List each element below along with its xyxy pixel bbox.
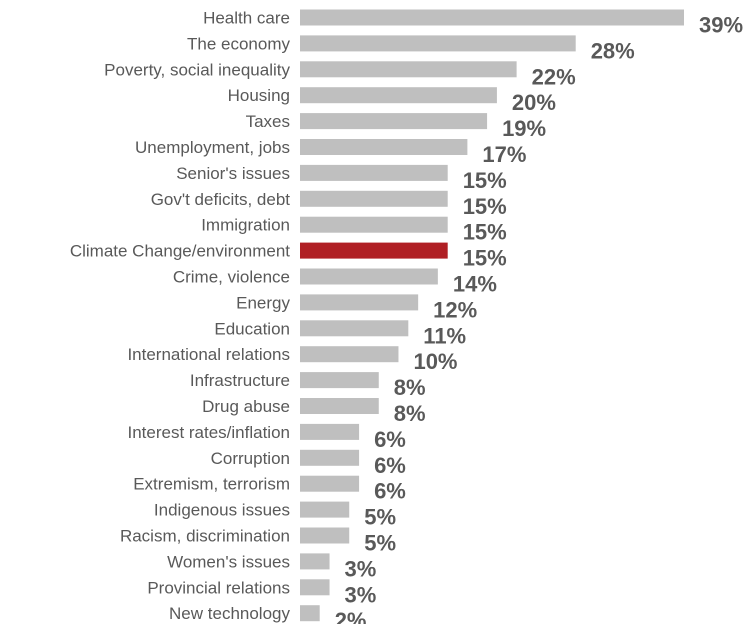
category-label: Extremism, terrorism (133, 475, 290, 494)
category-label: Housing (228, 86, 290, 105)
category-label: Unemployment, jobs (135, 138, 290, 157)
bar-5 (300, 139, 468, 155)
bar-3 (300, 87, 497, 104)
bar-0 (300, 9, 684, 26)
value-label: 3% (345, 556, 377, 581)
value-label: 39% (699, 13, 743, 38)
category-label: Gov't deficits, debt (151, 190, 291, 209)
value-label: 15% (463, 246, 507, 271)
value-label: 8% (394, 375, 426, 400)
bar-2 (300, 61, 517, 78)
value-label: 10% (413, 349, 457, 374)
value-label: 28% (591, 38, 635, 63)
value-label: 6% (374, 479, 406, 504)
value-label: 11% (423, 323, 466, 348)
value-label: 3% (345, 582, 377, 607)
category-label: Drug abuse (202, 397, 290, 416)
category-label: Energy (236, 293, 290, 312)
bar-12 (300, 320, 409, 337)
category-label: Racism, discrimination (120, 527, 290, 546)
value-label: 6% (374, 453, 406, 478)
value-label: 8% (394, 401, 426, 426)
category-label: Infrastructure (190, 371, 290, 390)
bar-16 (300, 423, 360, 440)
category-labels: Health care The economy Poverty, social in… (70, 9, 291, 624)
bar-9 (300, 242, 448, 259)
category-label: Crime, violence (173, 268, 290, 287)
value-label: 6% (374, 427, 406, 452)
category-label: Interest rates/inflation (127, 423, 290, 442)
value-label: 5% (364, 505, 396, 530)
value-label: 19% (502, 116, 546, 141)
bar-14 (300, 372, 379, 389)
bar-20 (300, 527, 350, 544)
bar-23 (300, 605, 320, 622)
bar-19 (300, 501, 350, 518)
value-label: 17% (482, 142, 526, 167)
value-label: 15% (463, 220, 507, 245)
bar-15 (300, 398, 379, 414)
bar-11 (300, 294, 419, 311)
bar-4 (300, 113, 488, 130)
bars-layer (300, 9, 684, 622)
value-label: 2% (335, 608, 367, 624)
category-label: International relations (127, 345, 290, 364)
bar-22 (300, 579, 330, 596)
category-label: Poverty, social inequality (104, 60, 290, 79)
category-label: The economy (187, 34, 290, 53)
bar-21 (300, 553, 330, 570)
value-label: 5% (364, 531, 396, 556)
category-label: Women's issues (167, 552, 290, 571)
category-label: Taxes (246, 112, 290, 131)
bar-8 (300, 216, 448, 233)
value-labels: 39%28%22%20%19%17%15%15%15%15%14%12%11%1… (335, 13, 743, 624)
category-label: Senior's issues (176, 164, 290, 183)
category-label: Corruption (211, 449, 290, 468)
category-label: New technology (169, 604, 290, 623)
category-label: Education (214, 319, 290, 338)
bar-6 (300, 164, 448, 181)
category-label: Health care (203, 9, 290, 28)
value-label: 14% (453, 272, 497, 297)
category-label: Provincial relations (147, 578, 290, 597)
bar-13 (300, 346, 399, 363)
category-label: Immigration (201, 216, 290, 235)
bar-17 (300, 449, 360, 466)
value-label: 15% (463, 168, 507, 193)
value-label: 12% (433, 297, 477, 322)
bar-10 (300, 268, 438, 285)
value-label: 15% (463, 194, 507, 219)
value-label: 22% (532, 64, 576, 89)
bar-18 (300, 475, 360, 492)
category-label: Climate Change/environment (70, 242, 290, 261)
bar-1 (300, 35, 576, 52)
bar-7 (300, 190, 448, 207)
category-label: Indigenous issues (154, 501, 290, 520)
value-label: 20% (512, 90, 556, 115)
